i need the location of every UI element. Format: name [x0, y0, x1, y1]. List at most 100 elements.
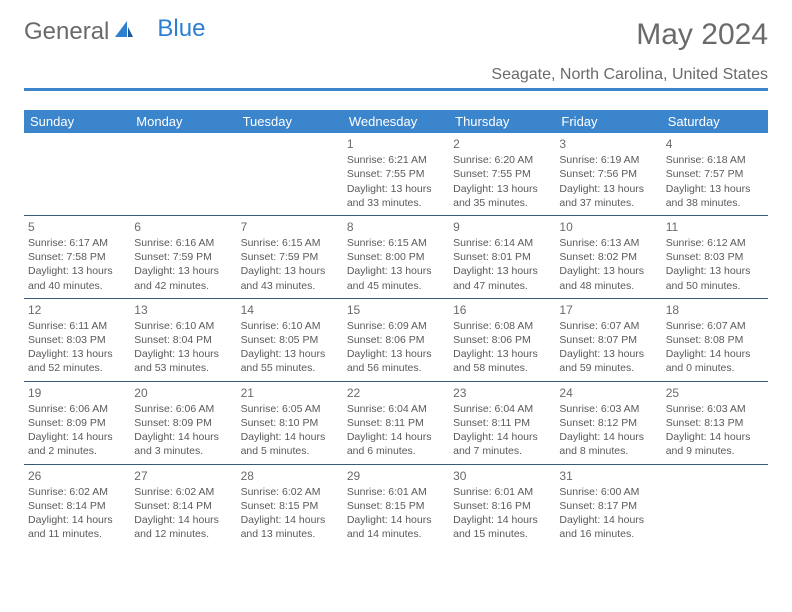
- calendar-cell: 6Sunrise: 6:16 AMSunset: 7:59 PMDaylight…: [130, 215, 236, 298]
- sunrise-line: Sunrise: 6:06 AM: [28, 402, 126, 416]
- day-number: 17: [559, 302, 657, 318]
- calendar-cell: 15Sunrise: 6:09 AMSunset: 8:06 PMDayligh…: [343, 298, 449, 381]
- sunset-line: Sunset: 8:06 PM: [347, 333, 445, 347]
- sunset-line: Sunset: 7:58 PM: [28, 250, 126, 264]
- day-number: 7: [241, 219, 339, 235]
- sunset-line: Sunset: 8:11 PM: [347, 416, 445, 430]
- sunset-line: Sunset: 8:04 PM: [134, 333, 232, 347]
- daylight-line: Daylight: 14 hours and 7 minutes.: [453, 430, 551, 458]
- daylight-line: Daylight: 13 hours and 52 minutes.: [28, 347, 126, 375]
- day-number: 3: [559, 136, 657, 152]
- day-header: Tuesday: [237, 110, 343, 133]
- calendar-cell: 25Sunrise: 6:03 AMSunset: 8:13 PMDayligh…: [662, 381, 768, 464]
- daylight-line: Daylight: 13 hours and 35 minutes.: [453, 182, 551, 210]
- sail-icon: [113, 18, 135, 46]
- calendar-cell: [130, 133, 236, 215]
- calendar-cell: 19Sunrise: 6:06 AMSunset: 8:09 PMDayligh…: [24, 381, 130, 464]
- calendar-cell: 23Sunrise: 6:04 AMSunset: 8:11 PMDayligh…: [449, 381, 555, 464]
- daylight-line: Daylight: 13 hours and 37 minutes.: [559, 182, 657, 210]
- calendar-cell: 14Sunrise: 6:10 AMSunset: 8:05 PMDayligh…: [237, 298, 343, 381]
- daylight-line: Daylight: 14 hours and 0 minutes.: [666, 347, 764, 375]
- calendar-cell: 8Sunrise: 6:15 AMSunset: 8:00 PMDaylight…: [343, 215, 449, 298]
- calendar-table: SundayMondayTuesdayWednesdayThursdayFrid…: [24, 110, 768, 546]
- daylight-line: Daylight: 14 hours and 12 minutes.: [134, 513, 232, 541]
- calendar-cell: 7Sunrise: 6:15 AMSunset: 7:59 PMDaylight…: [237, 215, 343, 298]
- title-block: May 2024: [636, 18, 768, 52]
- day-number: 30: [453, 468, 551, 484]
- sunset-line: Sunset: 8:03 PM: [666, 250, 764, 264]
- day-number: 26: [28, 468, 126, 484]
- day-number: 19: [28, 385, 126, 401]
- sunset-line: Sunset: 7:59 PM: [134, 250, 232, 264]
- daylight-line: Daylight: 13 hours and 45 minutes.: [347, 264, 445, 292]
- header: General Blue May 2024: [24, 18, 768, 52]
- daylight-line: Daylight: 14 hours and 2 minutes.: [28, 430, 126, 458]
- sunrise-line: Sunrise: 6:21 AM: [347, 153, 445, 167]
- calendar-cell: 11Sunrise: 6:12 AMSunset: 8:03 PMDayligh…: [662, 215, 768, 298]
- location-text: Seagate, North Carolina, United States: [24, 66, 768, 91]
- daylight-line: Daylight: 14 hours and 14 minutes.: [347, 513, 445, 541]
- calendar-cell: 2Sunrise: 6:20 AMSunset: 7:55 PMDaylight…: [449, 133, 555, 215]
- day-header: Thursday: [449, 110, 555, 133]
- calendar-cell: 27Sunrise: 6:02 AMSunset: 8:14 PMDayligh…: [130, 464, 236, 546]
- sunrise-line: Sunrise: 6:08 AM: [453, 319, 551, 333]
- daylight-line: Daylight: 14 hours and 13 minutes.: [241, 513, 339, 541]
- sunrise-line: Sunrise: 6:17 AM: [28, 236, 126, 250]
- sunset-line: Sunset: 8:01 PM: [453, 250, 551, 264]
- day-header: Monday: [130, 110, 236, 133]
- sunset-line: Sunset: 8:16 PM: [453, 499, 551, 513]
- sunrise-line: Sunrise: 6:00 AM: [559, 485, 657, 499]
- calendar-cell: 18Sunrise: 6:07 AMSunset: 8:08 PMDayligh…: [662, 298, 768, 381]
- sunrise-line: Sunrise: 6:04 AM: [347, 402, 445, 416]
- calendar-cell: 29Sunrise: 6:01 AMSunset: 8:15 PMDayligh…: [343, 464, 449, 546]
- daylight-line: Daylight: 13 hours and 38 minutes.: [666, 182, 764, 210]
- daylight-line: Daylight: 13 hours and 55 minutes.: [241, 347, 339, 375]
- sunrise-line: Sunrise: 6:19 AM: [559, 153, 657, 167]
- sunrise-line: Sunrise: 6:03 AM: [559, 402, 657, 416]
- day-number: 11: [666, 219, 764, 235]
- day-number: 15: [347, 302, 445, 318]
- sunrise-line: Sunrise: 6:04 AM: [453, 402, 551, 416]
- sunset-line: Sunset: 8:14 PM: [28, 499, 126, 513]
- sunset-line: Sunset: 8:11 PM: [453, 416, 551, 430]
- daylight-line: Daylight: 13 hours and 48 minutes.: [559, 264, 657, 292]
- calendar-cell: 10Sunrise: 6:13 AMSunset: 8:02 PMDayligh…: [555, 215, 661, 298]
- daylight-line: Daylight: 13 hours and 40 minutes.: [28, 264, 126, 292]
- sunrise-line: Sunrise: 6:01 AM: [347, 485, 445, 499]
- sunrise-line: Sunrise: 6:13 AM: [559, 236, 657, 250]
- sunrise-line: Sunrise: 6:02 AM: [134, 485, 232, 499]
- sunset-line: Sunset: 8:07 PM: [559, 333, 657, 347]
- day-number: 13: [134, 302, 232, 318]
- sunrise-line: Sunrise: 6:05 AM: [241, 402, 339, 416]
- sunrise-line: Sunrise: 6:10 AM: [241, 319, 339, 333]
- calendar-row: 19Sunrise: 6:06 AMSunset: 8:09 PMDayligh…: [24, 381, 768, 464]
- calendar-head: SundayMondayTuesdayWednesdayThursdayFrid…: [24, 110, 768, 133]
- daylight-line: Daylight: 14 hours and 6 minutes.: [347, 430, 445, 458]
- daylight-line: Daylight: 14 hours and 3 minutes.: [134, 430, 232, 458]
- calendar-cell: 4Sunrise: 6:18 AMSunset: 7:57 PMDaylight…: [662, 133, 768, 215]
- calendar-cell: [237, 133, 343, 215]
- day-number: 28: [241, 468, 339, 484]
- sunrise-line: Sunrise: 6:16 AM: [134, 236, 232, 250]
- sunset-line: Sunset: 8:12 PM: [559, 416, 657, 430]
- daylight-line: Daylight: 13 hours and 43 minutes.: [241, 264, 339, 292]
- daylight-line: Daylight: 14 hours and 9 minutes.: [666, 430, 764, 458]
- day-number: 27: [134, 468, 232, 484]
- sunrise-line: Sunrise: 6:02 AM: [241, 485, 339, 499]
- sunrise-line: Sunrise: 6:12 AM: [666, 236, 764, 250]
- sunrise-line: Sunrise: 6:15 AM: [347, 236, 445, 250]
- sunset-line: Sunset: 8:13 PM: [666, 416, 764, 430]
- logo: General Blue: [24, 18, 205, 46]
- sunrise-line: Sunrise: 6:15 AM: [241, 236, 339, 250]
- day-number: 10: [559, 219, 657, 235]
- sunset-line: Sunset: 8:10 PM: [241, 416, 339, 430]
- daylight-line: Daylight: 13 hours and 58 minutes.: [453, 347, 551, 375]
- calendar-row: 1Sunrise: 6:21 AMSunset: 7:55 PMDaylight…: [24, 133, 768, 215]
- sunrise-line: Sunrise: 6:10 AM: [134, 319, 232, 333]
- sunset-line: Sunset: 8:06 PM: [453, 333, 551, 347]
- daylight-line: Daylight: 13 hours and 53 minutes.: [134, 347, 232, 375]
- sunset-line: Sunset: 8:15 PM: [241, 499, 339, 513]
- day-number: 25: [666, 385, 764, 401]
- logo-text-blue: Blue: [157, 15, 205, 43]
- calendar-cell: 26Sunrise: 6:02 AMSunset: 8:14 PMDayligh…: [24, 464, 130, 546]
